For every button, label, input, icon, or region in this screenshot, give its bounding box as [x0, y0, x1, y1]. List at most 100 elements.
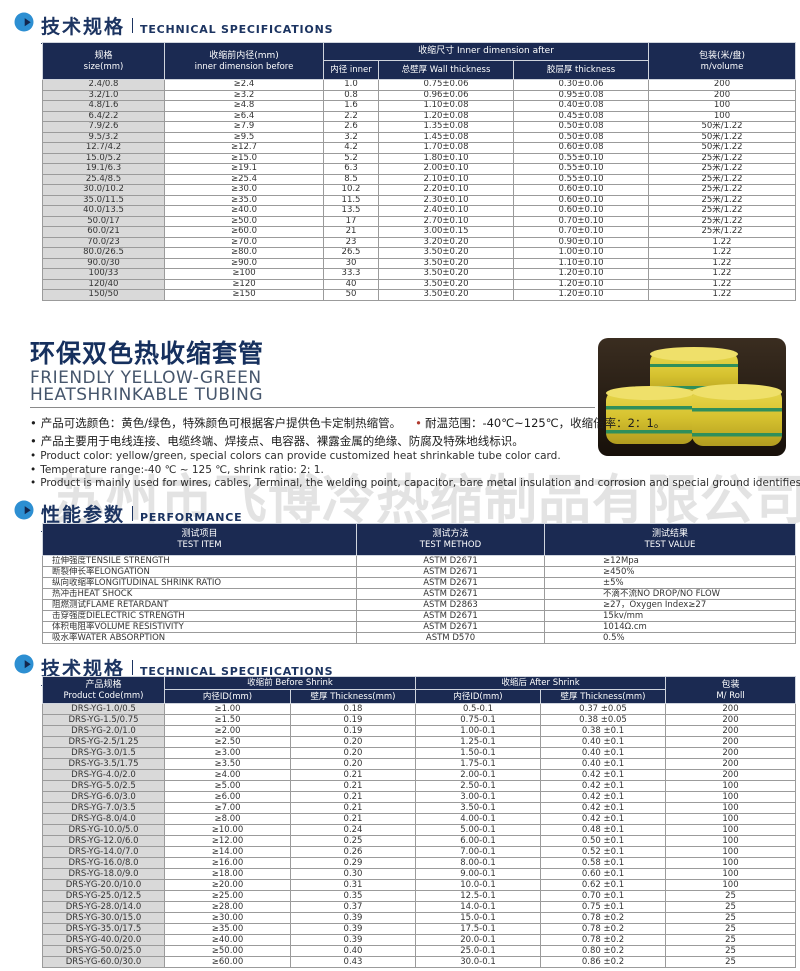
table-cell: 150/50 [42, 289, 165, 301]
table-cell: 0.42 ±0.1 [539, 813, 667, 825]
section-header-specs-bottom: 技术规格 TECHNICAL SPECIFICATIONS [14, 654, 348, 686]
col-product-code: 产品规格 Product Code(mm) [42, 676, 165, 704]
table-cell: 100 [665, 824, 797, 836]
table-cell: 1.00-0.1 [415, 725, 541, 737]
table-cell: 1.35±0.08 [378, 121, 514, 133]
table-cell: DRS-YG-2.0/1.0 [42, 725, 165, 737]
table-cell: 0.42 ±0.1 [539, 780, 667, 792]
table-cell: ≥90.0 [164, 257, 324, 269]
col-id-before: 内径ID(mm) [164, 689, 291, 704]
table-row: 19.1/6.3 ≥19.1 6.3 2.00±0.10 0.55±0.10 25米/1.… [42, 163, 796, 175]
title-rule [30, 407, 595, 408]
table-cell: ≥1.50 [164, 714, 291, 726]
table-cell: ±5% [544, 577, 796, 589]
table-cell: 0.30 [290, 868, 416, 880]
table-cell: 100 [665, 813, 797, 825]
table-cell: 1.70±0.08 [378, 142, 514, 154]
table-cell: ≥1.00 [164, 703, 291, 715]
table-cell: 50米/1.22 [648, 142, 796, 154]
table-cell: 0.70±0.10 [513, 226, 649, 238]
table-row: 热冲击HEAT SHOCK ASTM D2671 不滴不流NO DROP/NO FL… [42, 588, 796, 600]
table-cell: 6.4/2.2 [42, 110, 165, 122]
table-cell: 2.00±0.10 [378, 163, 514, 175]
table-cell: 40.0/13.5 [42, 205, 165, 217]
table-cell: 0.95±0.08 [513, 89, 649, 101]
table-cell: 0.75 ±0.1 [539, 901, 667, 913]
table-cell: 热冲击HEAT SHOCK [42, 588, 357, 600]
table-cell: 14.0-0.1 [415, 901, 541, 913]
table-cell: 1.0 [323, 79, 379, 91]
table-cell: 0.62 ±0.1 [539, 879, 667, 891]
table-cell: 1.80±0.10 [378, 152, 514, 164]
table-cell: 0.80 ±0.2 [539, 945, 667, 957]
table-cell: ≥70.0 [164, 236, 324, 248]
table-cell: 120/40 [42, 278, 165, 290]
table-cell: 21 [323, 226, 379, 238]
table-row: DRS-YG-6.0/3.0 ≥6.00 0.21 3.00-0.1 0.42 ±0.1… [42, 791, 797, 803]
table-cell: 0.48 ±0.1 [539, 824, 667, 836]
table-cell: 0.37 [290, 901, 416, 913]
table-cell: ≥80.0 [164, 247, 324, 259]
table-row: 3.2/1.0 ≥3.2 0.8 0.96±0.06 0.95±0.08 200 [42, 89, 796, 101]
table-cell: ≥18.00 [164, 868, 291, 880]
section-title-cn: 技术规格 [41, 16, 126, 38]
table-cell: 25米/1.22 [648, 163, 796, 175]
table-cell: 8.00-0.1 [415, 857, 541, 869]
table-cell: 0.20 [290, 747, 416, 759]
table-cell: 1.22 [648, 278, 796, 290]
table-row: 100/33 ≥100 33.3 3.50±0.20 1.20±0.10 1.22 [42, 268, 796, 280]
table-cell: 1.22 [648, 289, 796, 301]
table-cell: 0.25 [290, 835, 416, 847]
table-cell: 35.0/11.5 [42, 194, 165, 206]
table-cell: 30 [323, 257, 379, 269]
table-cell: ≥2.4 [164, 79, 324, 91]
table-cell: 3.00±0.15 [378, 226, 514, 238]
table-cell: 15.0/5.2 [42, 152, 165, 164]
table-cell: 0.35 [290, 890, 416, 902]
table-cell: 25 [665, 945, 797, 957]
table-cell: 0.5-0.1 [415, 703, 541, 715]
section-title-en: TECHNICAL SPECIFICATIONS [140, 665, 334, 678]
table-cell: 0.18 [290, 703, 416, 715]
table-cell: ≥16.00 [164, 857, 291, 869]
table-cell: 击穿强度DIELECTRIC STRENGTH [42, 610, 357, 622]
spec-table-top-header: 规格 size(mm) 收缩前内径(mm) inner dimension befo… [42, 42, 796, 80]
table-row: 30.0/10.2 ≥30.0 10.2 2.20±0.10 0.60±0.10 25米/… [42, 184, 796, 196]
table-cell: 0.8 [323, 89, 379, 101]
table-cell: 30.0-0.1 [415, 956, 541, 968]
table-cell: 100 [648, 100, 796, 112]
table-cell: 1.10±0.08 [378, 100, 514, 112]
table-cell: 0.42 ±0.1 [539, 791, 667, 803]
table-cell: 0.38 ±0.1 [539, 725, 667, 737]
table-cell: 1.20±0.08 [378, 110, 514, 122]
table-cell: ≥6.00 [164, 791, 291, 803]
col-id-after: 内径ID(mm) [415, 689, 541, 704]
table-cell: ≥25.00 [164, 890, 291, 902]
table-cell: 1.45±0.08 [378, 131, 514, 143]
spec-table-top: 规格 size(mm) 收缩前内径(mm) inner dimension befo… [42, 42, 796, 301]
table-cell: ≥35.0 [164, 194, 324, 206]
table-cell: 0.40 ±0.1 [539, 747, 667, 759]
col-test-item: 测试项目 TEST ITEM [42, 523, 357, 556]
table-cell: 0.19 [290, 725, 416, 737]
table-cell: 50.0/17 [42, 215, 165, 227]
bullet-line: 产品主要用于电线连接、电缆终端、焊接点、电容器、裸露金属的绝缘、防腐及特殊地线标… [30, 432, 600, 450]
table-row: DRS-YG-40.0/20.0 ≥40.00 0.39 20.0-0.1 0.78 ±… [42, 934, 797, 946]
col-test-value: 测试结果 TEST VALUE [544, 523, 796, 556]
col-thickness-before: 壁厚 Thickness(mm) [290, 689, 416, 704]
table-cell: DRS-YG-35.0/17.5 [42, 923, 165, 935]
table-cell: ≥7.9 [164, 121, 324, 133]
table-cell: DRS-YG-25.0/12.5 [42, 890, 165, 902]
bullet-product-color-cn: 产品可选颜色：黄色/绿色，特殊颜色可根据客户提供色卡定制热缩管。 [30, 416, 401, 430]
table-cell: 0.86 ±0.2 [539, 956, 667, 968]
table-cell: DRS-YG-40.0/20.0 [42, 934, 165, 946]
table-row: DRS-YG-5.0/2.5 ≥5.00 0.21 2.50-0.1 0.42 ±0.1… [42, 780, 797, 792]
table-cell: 23 [323, 236, 379, 248]
table-cell: 吸水率WATER ABSORPTION [42, 632, 357, 644]
table-cell: 0.55±0.10 [513, 173, 649, 185]
table-cell: 0.30±0.06 [513, 79, 649, 91]
table-cell: 0.40 ±0.1 [539, 758, 667, 770]
section-title: 技术规格 TECHNICAL SPECIFICATIONS [41, 654, 348, 686]
table-cell: 0.21 [290, 791, 416, 803]
table-cell: 1.22 [648, 236, 796, 248]
